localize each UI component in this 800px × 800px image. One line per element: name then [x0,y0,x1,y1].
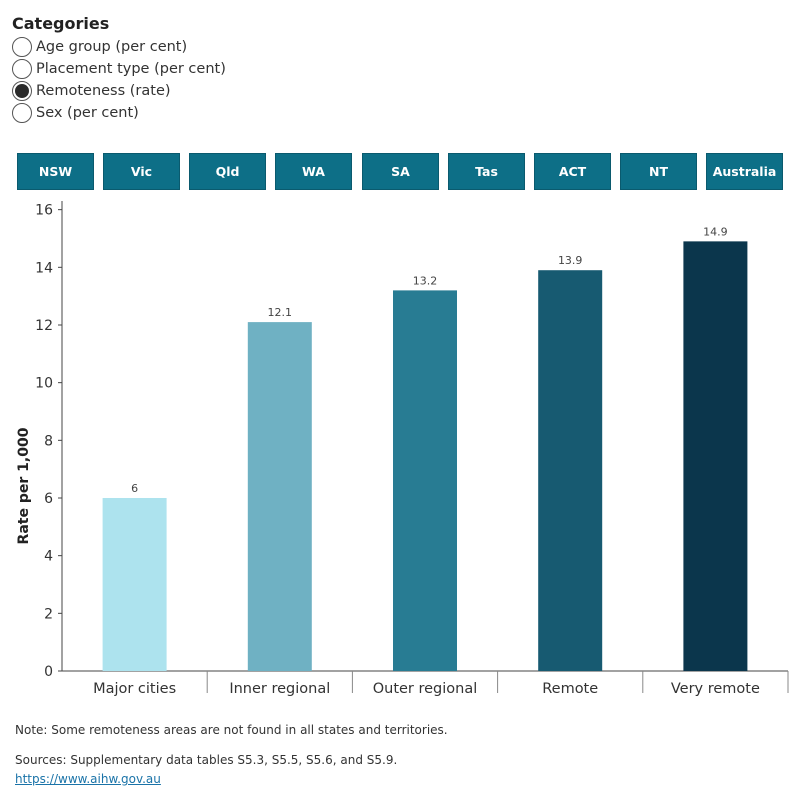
y-tick-label: 14 [35,260,53,276]
chart-note: Note: Some remoteness areas are not foun… [15,723,448,737]
data-label: 14.9 [703,225,728,238]
source-link[interactable]: https://www.aihw.gov.au [15,772,161,786]
radio-circle-icon[interactable] [12,103,32,123]
x-tick-label: Inner regional [229,681,330,697]
y-tick-label: 4 [44,549,53,565]
radio-placement-type[interactable]: Placement type (per cent) [12,58,226,80]
y-tick-label: 16 [35,203,53,219]
y-tick-label: 8 [44,433,53,449]
radio-dot-icon [15,84,29,98]
y-tick-label: 6 [44,491,53,507]
y-tick-label: 2 [44,606,53,622]
x-tick-label: Outer regional [373,681,478,697]
radio-age-group[interactable]: Age group (per cent) [12,36,187,58]
tab-tas[interactable]: Tas [448,153,525,190]
x-tick-label: Remote [542,681,598,697]
radio-sex[interactable]: Sex (per cent) [12,102,139,124]
data-label: 13.9 [558,254,583,267]
radio-selected-icon[interactable] [12,81,32,101]
bar-inner-regional [247,322,312,671]
x-tick-label: Very remote [671,681,760,697]
radio-circle-icon[interactable] [12,37,32,57]
radio-label: Sex (per cent) [36,105,139,121]
tab-qld[interactable]: Qld [189,153,266,190]
bar-very-remote [683,241,748,671]
radio-circle-icon[interactable] [12,59,32,79]
data-label: 12.1 [268,306,293,319]
data-label: 13.2 [413,274,438,287]
radio-remoteness[interactable]: Remoteness (rate) [12,80,171,102]
chart-sources: Sources: Supplementary data tables S5.3,… [15,753,398,767]
y-tick-label: 10 [35,376,53,392]
radio-label: Age group (per cent) [36,39,188,55]
y-tick-label: 12 [35,318,53,334]
bar-chart: 0 2 4 6 8 10 12 14 16 Rate per 1,000 6 Major cities… [16,201,789,697]
tab-act[interactable]: ACT [534,153,611,190]
tab-nt[interactable]: NT [620,153,697,190]
tab-nsw[interactable]: NSW [17,153,94,190]
categories-title: Categories [12,14,110,33]
tab-australia[interactable]: Australia [706,153,783,190]
radio-label: Remoteness (rate) [36,83,171,99]
y-axis-title: Rate per 1,000 [16,427,32,544]
bar-outer-regional [393,290,457,671]
x-tick-label: Major cities [93,681,176,697]
y-tick-label: 0 [44,664,53,680]
radio-label: Placement type (per cent) [36,61,226,77]
bar-remote [538,270,603,671]
tab-sa[interactable]: SA [362,153,439,190]
tab-vic[interactable]: Vic [103,153,180,190]
tab-wa[interactable]: WA [275,153,352,190]
data-label: 6 [131,482,138,495]
bar-major-cities [102,497,167,671]
